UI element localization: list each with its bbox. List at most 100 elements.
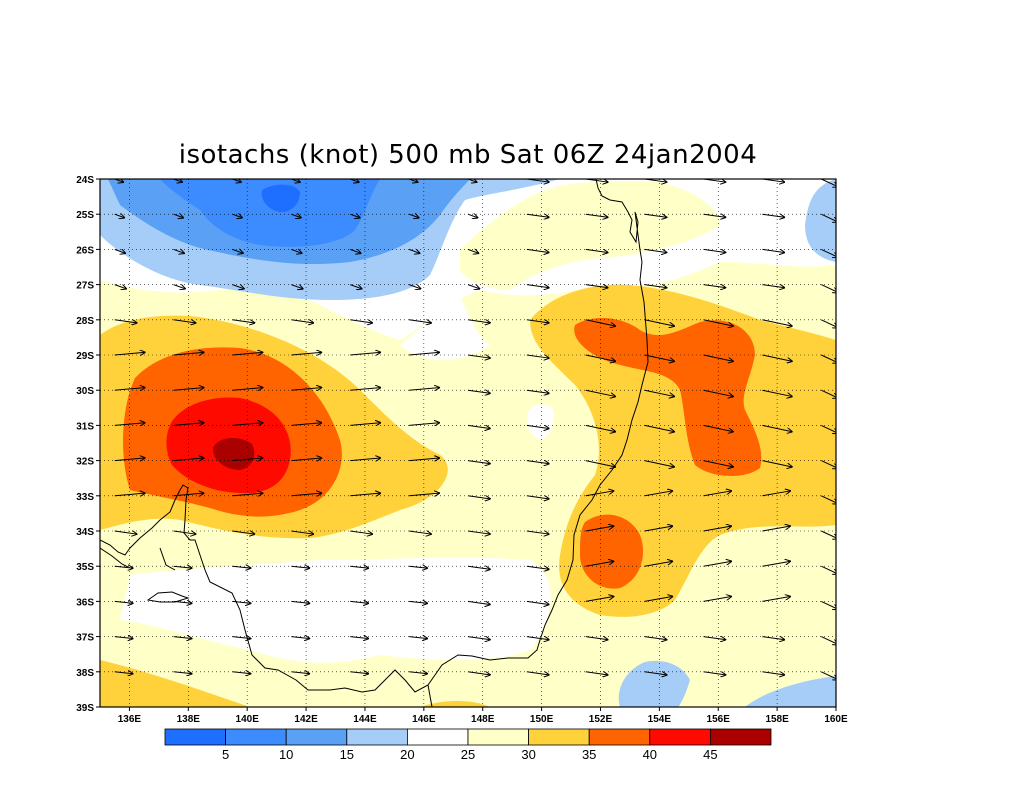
wind-arrow <box>350 458 380 461</box>
wind-arrow <box>762 354 791 361</box>
wind-arrow <box>114 284 126 289</box>
chart-title: isotachs (knot) 500 mb Sat 06Z 24jan2004 <box>178 140 758 170</box>
wind-arrow <box>821 671 836 680</box>
wind-arrow <box>467 249 478 253</box>
wind-arrow <box>467 601 490 604</box>
wind-arrow <box>350 214 359 217</box>
colorbar-label: 10 <box>279 747 293 762</box>
wind-arrow <box>409 423 439 426</box>
wind-arrow <box>232 320 254 323</box>
latitude-labels: 24S 25S 26S 27S 28S 29S 30S 31S 32S 33S 34S 35S 36S 3… <box>76 175 100 714</box>
wind-arrow <box>232 566 250 568</box>
wind-arrow <box>762 214 784 217</box>
lat-tick-label: 31S <box>76 421 94 432</box>
wind-arrow <box>644 285 667 288</box>
wind-arrow <box>644 214 667 217</box>
wind-arrow <box>526 637 549 640</box>
wind-arrow <box>173 601 192 603</box>
wind-arrow <box>585 460 615 467</box>
wind-arrow <box>114 320 137 323</box>
wind-arrow <box>173 566 192 568</box>
lat-tick-label: 29S <box>76 351 94 362</box>
wind-arrow <box>350 320 372 323</box>
wind-arrow <box>409 637 427 639</box>
wind-arrow <box>703 214 726 217</box>
lat-tick-label: 33S <box>76 492 94 503</box>
wind-arrow <box>232 531 254 534</box>
wind-arrow <box>114 249 125 253</box>
colorbar-label: 40 <box>643 747 657 762</box>
wind-arrow <box>409 672 427 674</box>
wind-arrow <box>173 352 204 355</box>
wind-arrow <box>409 531 431 534</box>
wind-arrow <box>408 214 418 217</box>
wind-arrow <box>644 672 667 675</box>
wind-arrow <box>114 493 145 496</box>
wind-arrow <box>467 496 490 499</box>
wind-arrow <box>703 354 733 361</box>
wind-arrow <box>408 249 419 253</box>
wind-arrow <box>232 672 250 674</box>
wind-arrow <box>526 320 549 323</box>
wind-arrow <box>350 352 380 355</box>
lat-tick-label: 25S <box>76 210 94 221</box>
wind-arrow <box>762 672 784 675</box>
wind-arrow <box>703 389 733 396</box>
longitude-labels: 136E 138E 140E 142E 144E 146E 148E 150E 152E 154E… <box>118 707 848 725</box>
wind-arrow <box>703 637 726 640</box>
wind-arrow <box>114 531 137 534</box>
wind-arrow <box>644 561 673 567</box>
wind-arrow <box>350 672 368 674</box>
band-20-25-north2 <box>400 295 490 361</box>
wind-arrow <box>762 637 784 640</box>
wind-arrow <box>526 566 549 569</box>
wind-arrow <box>821 179 836 187</box>
wind-arrow <box>409 493 439 496</box>
wind-vectors <box>114 179 836 680</box>
colorbar-label: 25 <box>461 747 475 762</box>
wind-arrow <box>526 249 549 252</box>
wind-arrow <box>644 526 673 532</box>
wind-arrow <box>585 319 615 326</box>
wind-arrow <box>703 561 732 567</box>
wind-arrow <box>821 284 836 293</box>
wind-arrow <box>232 493 262 496</box>
lon-tick-label: 144E <box>353 714 377 725</box>
wind-arrow <box>821 354 836 363</box>
wind-arrow <box>585 249 608 252</box>
wind-arrow <box>173 284 185 289</box>
wind-arrow <box>585 214 608 217</box>
wind-arrow <box>350 637 368 639</box>
wind-arrow <box>467 390 490 393</box>
wind-arrow <box>114 423 145 426</box>
wind-arrow <box>585 354 615 361</box>
colorbar-label: 45 <box>703 747 717 762</box>
wind-arrow <box>114 214 124 217</box>
wind-arrow <box>526 285 549 288</box>
wind-arrow <box>821 213 836 222</box>
lon-tick-label: 160E <box>824 714 848 725</box>
wind-arrow <box>526 214 549 217</box>
wind-arrow <box>409 352 439 355</box>
wind-arrow <box>173 388 204 391</box>
wind-arrow <box>291 423 321 426</box>
wind-arrow <box>526 531 549 534</box>
wind-arrow <box>350 493 380 496</box>
wind-arrow <box>173 458 204 461</box>
colorbar-swatch <box>528 728 590 746</box>
lon-tick-label: 154E <box>648 714 672 725</box>
colorbar-swatch <box>164 728 226 746</box>
wind-arrow <box>644 354 674 361</box>
wind-arrow <box>114 388 145 391</box>
wind-arrow <box>408 284 420 289</box>
wind-arrow <box>291 458 321 461</box>
lat-tick-label: 26S <box>76 245 94 256</box>
wind-arrow <box>409 601 427 603</box>
wind-arrow <box>821 424 836 433</box>
wind-arrow <box>173 320 196 323</box>
lat-tick-label: 32S <box>76 457 94 468</box>
wind-arrow <box>173 637 192 639</box>
wind-arrow <box>350 531 372 534</box>
wind-arrow <box>526 672 549 675</box>
